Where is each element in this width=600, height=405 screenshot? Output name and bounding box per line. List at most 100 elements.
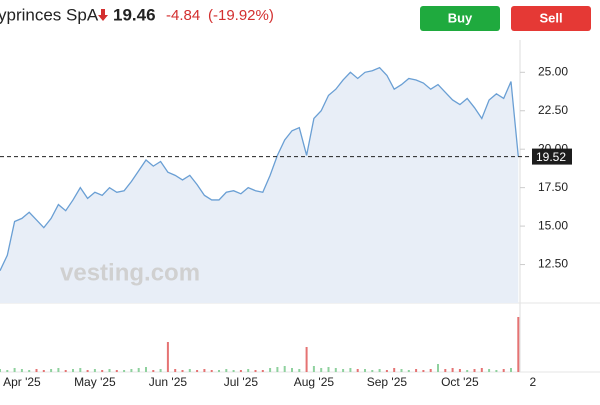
volume-bar	[298, 369, 301, 372]
volume-bar	[188, 369, 191, 372]
volume-bar	[510, 368, 512, 372]
last-price-label: 19.52	[536, 150, 566, 164]
volume-bar	[305, 347, 308, 372]
volume-bar	[93, 369, 96, 372]
volume-bar	[291, 368, 293, 372]
volume-bar	[371, 370, 374, 372]
buy-button[interactable]: Buy	[420, 6, 500, 31]
volume-bar	[480, 368, 483, 372]
volume-bar	[429, 369, 432, 372]
volume-bar	[342, 369, 345, 372]
volume-bar	[320, 368, 323, 372]
volume-bar	[35, 369, 38, 372]
volume-bar	[210, 370, 213, 372]
volume-bar	[451, 368, 454, 372]
volume-bar	[152, 370, 155, 372]
volume-bar	[269, 368, 272, 372]
instrument-name: yprinces SpA	[0, 5, 99, 24]
volume-bar	[115, 370, 118, 372]
volume-bar	[13, 368, 16, 372]
volume-bar	[28, 370, 31, 372]
volume-bar	[415, 369, 418, 372]
volume-bar	[254, 370, 257, 372]
volume-bar	[364, 369, 366, 372]
x-tick-label: Aug '25	[294, 375, 335, 389]
x-tick-label: Oct '25	[441, 375, 479, 389]
volume-bar	[145, 367, 147, 372]
volume-bar	[502, 369, 505, 372]
x-tick-label: 2	[530, 375, 537, 389]
sell-button-bg	[511, 6, 591, 31]
volume-bar	[312, 366, 315, 372]
sell-button[interactable]: Sell	[511, 6, 591, 31]
y-tick-label: 15.00	[538, 218, 568, 232]
volume-bar	[137, 368, 140, 372]
volume-bar	[458, 369, 461, 372]
y-tick-label: 17.50	[538, 180, 568, 194]
down-arrow	[98, 9, 108, 21]
x-tick-label: Jun '25	[149, 375, 188, 389]
volume-bar	[203, 369, 206, 372]
volume-bar	[283, 366, 286, 372]
x-tick-label: Sep '25	[367, 375, 408, 389]
volume-bar	[407, 370, 410, 372]
plot	[0, 66, 525, 372]
x-tick-label: May '25	[74, 375, 116, 389]
area-fill	[0, 67, 519, 304]
volume-bar	[232, 370, 235, 372]
volume-bar	[42, 370, 45, 372]
volume-bar	[276, 367, 279, 372]
volume-bar	[79, 368, 82, 372]
volume-bar	[123, 370, 126, 372]
volume-bar	[327, 367, 330, 372]
x-tick-label: Apr '25	[3, 375, 41, 389]
volume-bar	[261, 370, 264, 372]
last-price-tag	[532, 148, 572, 165]
volume-bar	[57, 368, 60, 372]
volume-bar	[349, 368, 352, 372]
volume-bar	[444, 369, 447, 372]
volume-bar	[385, 370, 388, 372]
x-tick-label: Jul '25	[224, 375, 259, 389]
volume-bar	[64, 370, 67, 372]
volume-bar	[108, 369, 111, 372]
volume-bar	[101, 370, 104, 372]
volume-bar	[247, 369, 250, 372]
volume-bar	[495, 370, 498, 372]
volume-bar	[218, 370, 220, 372]
y-tick-label: 22.50	[538, 103, 568, 117]
volume-bar	[334, 368, 337, 372]
volume-bar	[196, 370, 199, 372]
volume-bar	[20, 369, 23, 372]
volume-bar	[72, 369, 74, 372]
price: 19.46	[113, 5, 156, 24]
volume-bar	[181, 370, 184, 372]
volume-bar	[0, 369, 1, 372]
buy-label: Buy	[448, 10, 473, 25]
volume-bar	[166, 342, 169, 372]
volume-bar	[86, 370, 89, 372]
volume-bar	[50, 369, 53, 372]
volume-bar	[437, 364, 439, 372]
y-tick-label: 12.50	[538, 257, 568, 271]
volume-bar	[517, 317, 520, 372]
volume-bar	[239, 370, 242, 372]
volume-bar	[6, 370, 9, 372]
volume-bar	[488, 369, 491, 372]
volume-bar	[225, 369, 228, 372]
volume-bar	[174, 369, 177, 372]
change-pct: (-19.92%)	[208, 7, 274, 24]
volume-bar	[473, 369, 476, 372]
volume-bar	[378, 369, 381, 372]
price-line	[0, 66, 519, 271]
volume-bar	[393, 368, 396, 372]
change: -4.84	[166, 7, 200, 24]
volume-bar	[356, 369, 359, 372]
volume-bar	[466, 370, 469, 372]
volume-bar	[400, 369, 403, 372]
watermark: vesting.com	[60, 259, 200, 286]
sell-label: Sell	[539, 10, 562, 25]
